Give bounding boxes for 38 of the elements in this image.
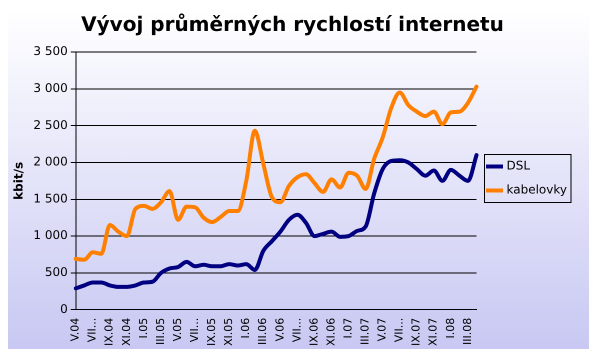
x-tick-label: V.07: [376, 318, 389, 342]
x-tick-label: I.07: [341, 318, 354, 338]
x-tick-label: IX.04: [102, 318, 116, 346]
x-tick-label: XI.07: [426, 318, 440, 346]
x-tick-label: V.05: [170, 318, 184, 342]
x-tick-label: III.07: [358, 318, 372, 345]
y-tick-label: 3 000: [33, 80, 68, 95]
x-tick-label: III.06: [256, 318, 270, 345]
x-tick-label: VII...: [188, 318, 201, 342]
x-tick-label: XI.06: [324, 318, 338, 346]
x-tick-label: V.06: [273, 318, 286, 342]
legend-label: DSL: [506, 158, 530, 173]
x-tick-label: IX.07: [410, 318, 423, 346]
x-tick-label: XI.05: [222, 318, 236, 346]
x-tick-label: III.05: [154, 318, 167, 345]
x-tick-label: V.04: [68, 318, 82, 342]
y-tick-label: 2 000: [33, 154, 68, 169]
y-tick-label: 0: [60, 302, 68, 316]
x-tick-label: IX.05: [205, 318, 218, 346]
chart-title: Vývoj průměrných rychlostí internetu: [81, 12, 504, 36]
line-series: [74, 84, 479, 262]
x-tick-label: IX.06: [307, 318, 320, 346]
y-tick-label: 2 500: [33, 118, 68, 132]
x-tick-label: XI.04: [120, 318, 133, 346]
y-tick-label: 1 500: [33, 191, 68, 206]
y-tick-label: 1 000: [33, 228, 68, 242]
x-tick-label: VII...: [392, 318, 406, 342]
y-tick-label: 500: [44, 265, 68, 280]
x-tick-label: I.08: [444, 318, 457, 338]
x-tick-label: I.05: [136, 318, 150, 338]
y-tick-label: 3 500: [33, 44, 68, 58]
y-axis-title: kbit/s: [11, 162, 26, 200]
x-tick-label: VII...: [86, 318, 99, 342]
x-tick-label: VII...: [290, 318, 304, 342]
legend-label: kabelovky: [506, 182, 568, 197]
line-series: [74, 153, 479, 290]
x-tick-label: I.06: [239, 318, 252, 338]
x-tick-label: III.08: [460, 318, 474, 345]
